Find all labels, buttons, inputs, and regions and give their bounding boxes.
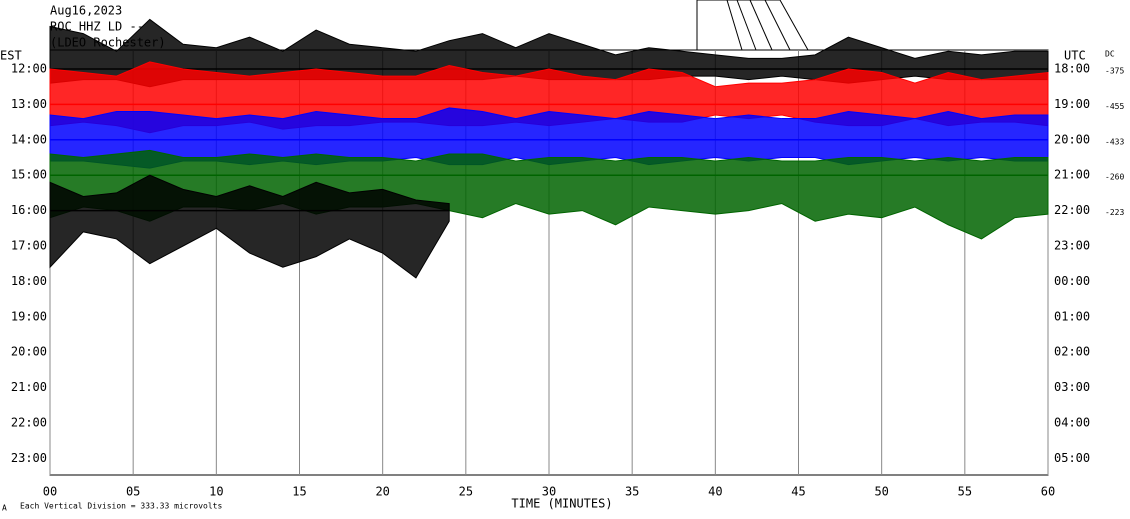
row-label-utc: 20:00 xyxy=(1054,132,1090,146)
left-axis-label: EST xyxy=(0,49,22,63)
x-tick-label: 50 xyxy=(874,485,888,499)
x-tick-label: 05 xyxy=(126,485,140,499)
row-label-utc: 04:00 xyxy=(1054,416,1090,430)
x-axis-label: TIME (MINUTES) xyxy=(511,497,612,511)
row-label-est: 12:00 xyxy=(11,62,47,76)
marker-line xyxy=(764,0,791,51)
x-tick-label: 15 xyxy=(292,485,306,499)
dc-value: -375 xyxy=(1105,67,1124,76)
x-tick-label: 10 xyxy=(209,485,223,499)
marker-line xyxy=(736,0,757,51)
row-label-est: 19:00 xyxy=(11,309,47,323)
row-label-est: 17:00 xyxy=(11,239,47,253)
row-label-utc: 03:00 xyxy=(1054,380,1090,394)
marker-box xyxy=(696,0,809,51)
row-label-utc: 02:00 xyxy=(1054,345,1090,359)
row-label-est: 15:00 xyxy=(11,168,47,182)
row-label-utc: 21:00 xyxy=(1054,168,1090,182)
row-label-utc: 23:00 xyxy=(1054,239,1090,253)
row-label-utc: 22:00 xyxy=(1054,203,1090,217)
logo-icon: A xyxy=(2,504,7,513)
x-tick-label: 30 xyxy=(542,485,556,499)
x-tick-label: 55 xyxy=(958,485,972,499)
row-label-est: 20:00 xyxy=(11,345,47,359)
title-line: Aug16,2023 xyxy=(50,4,122,18)
row-label-utc: 05:00 xyxy=(1054,451,1090,465)
x-tick-label: 60 xyxy=(1041,485,1055,499)
dc-value: -455 xyxy=(1105,102,1124,111)
footnote: Each Vertical Division = 333.33 microvol… xyxy=(20,502,222,511)
dc-value: -260 xyxy=(1105,173,1124,182)
row-label-est: 23:00 xyxy=(11,451,47,465)
row-label-utc: 19:00 xyxy=(1054,97,1090,111)
dc-label: DC xyxy=(1105,50,1115,59)
row-label-est: 18:00 xyxy=(11,274,47,288)
dc-value: -223 xyxy=(1105,208,1124,217)
x-tick-label: 20 xyxy=(375,485,389,499)
x-tick-label: 00 xyxy=(43,485,57,499)
marker-line xyxy=(726,0,743,51)
trace xyxy=(49,174,450,279)
x-tick-label: 45 xyxy=(791,485,805,499)
marker-line xyxy=(749,0,773,51)
row-label-est: 13:00 xyxy=(11,97,47,111)
x-tick-label: 35 xyxy=(625,485,639,499)
x-tick-label: 40 xyxy=(708,485,722,499)
row-label-utc: 01:00 xyxy=(1054,309,1090,323)
dc-value: -433 xyxy=(1105,137,1124,146)
x-tick-label: 25 xyxy=(459,485,473,499)
traces xyxy=(49,18,1049,279)
row-label-est: 22:00 xyxy=(11,416,47,430)
right-axis-label: UTC xyxy=(1064,49,1086,63)
row-label-est: 14:00 xyxy=(11,132,47,146)
row-label-utc: 18:00 xyxy=(1054,62,1090,76)
row-label-est: 21:00 xyxy=(11,380,47,394)
title-line: ROC HHZ LD -- xyxy=(50,20,144,34)
labels: 00 05 10 15 20 25 30 35 40 45 50 55 60 12:00 18:00 13:0… xyxy=(11,62,1125,499)
row-label-est: 16:00 xyxy=(11,203,47,217)
row-label-utc: 00:00 xyxy=(1054,274,1090,288)
